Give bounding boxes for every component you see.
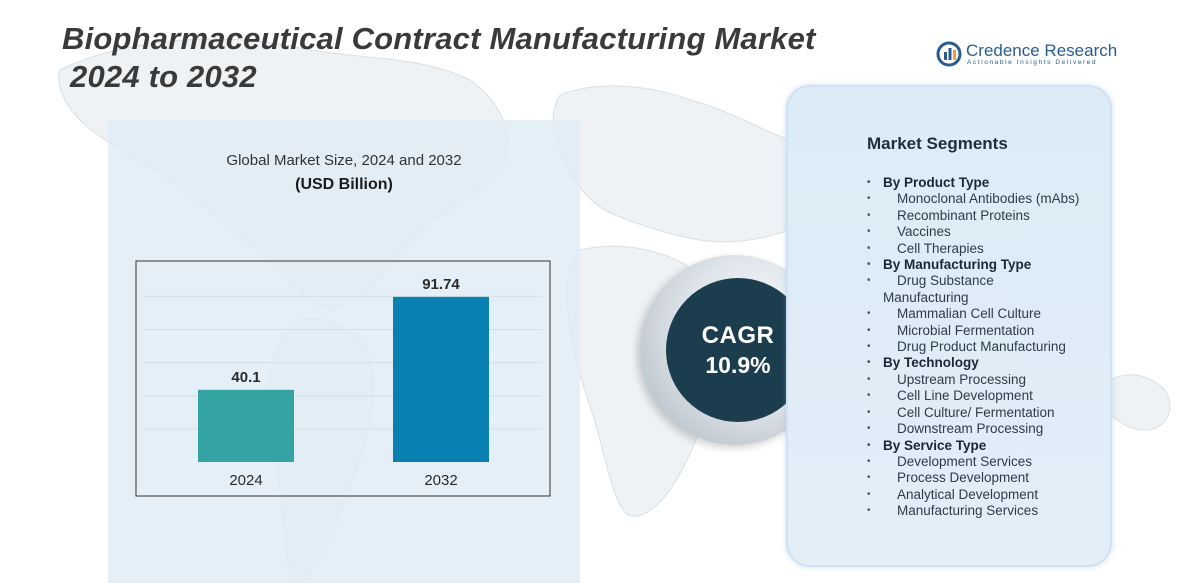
title-line-1: Biopharmaceutical Contract Manufacturing…	[62, 21, 816, 56]
title-line-2: 2024 to 2032	[70, 59, 257, 94]
segment-item: Monoclonal Antibodies (mAbs)	[867, 191, 1107, 208]
bar-2024	[198, 389, 294, 462]
segment-heading-technology: By Technology	[867, 355, 1107, 372]
x-tick-label-2032: 2032	[424, 472, 457, 489]
segment-item: Cell Therapies	[867, 241, 1107, 258]
segment-heading-service-type: By Service Type	[867, 438, 1107, 455]
segment-item-continuation: Manufacturing	[883, 289, 969, 305]
segment-item: Development Services	[867, 454, 1107, 471]
chart-bars: 40.1 2024 91.74 2032	[198, 276, 489, 489]
segment-item: Analytical Development	[867, 487, 1107, 504]
page-title: Biopharmaceutical Contract Manufacturing…	[62, 20, 816, 96]
chart-title: Global Market Size, 2024 and 2032	[226, 152, 462, 169]
segments-list: By Product Type Monoclonal Antibodies (m…	[867, 175, 1107, 520]
segment-heading-manufacturing-type: By Manufacturing Type	[867, 257, 1107, 274]
segment-item: Mammalian Cell Culture	[867, 306, 1107, 323]
x-tick-label-2024: 2024	[229, 472, 262, 489]
plot-frame	[135, 260, 551, 497]
chart-unit: (USD Billion)	[295, 176, 393, 193]
cagr-label: CAGR	[701, 322, 775, 349]
bar-2032	[393, 296, 489, 462]
segments-title: Market Segments	[867, 134, 1008, 153]
segment-item: Cell Culture/ Fermentation	[867, 405, 1107, 422]
segment-item: Drug Product Manufacturing	[867, 339, 1107, 356]
logo-name: Credence Research	[966, 41, 1118, 60]
segment-heading-product-type: By Product Type	[867, 175, 1107, 192]
logo-mark-icon	[936, 41, 962, 67]
segment-item: Process Development	[867, 470, 1107, 487]
segment-item: Drug Substance	[867, 273, 1107, 290]
segment-item: Cell Line Development	[867, 388, 1107, 405]
cagr-value: 10.9%	[705, 352, 771, 378]
chart-panel	[108, 120, 580, 583]
segment-item: Downstream Processing	[867, 421, 1107, 438]
segment-item: Vaccines	[867, 224, 1107, 241]
segment-item: Manufacturing Services	[867, 503, 1107, 520]
segment-item: Microbial Fermentation	[867, 323, 1107, 340]
bar-value-label-2024: 40.1	[231, 369, 260, 386]
segment-item: Recombinant Proteins	[867, 208, 1107, 225]
logo-tagline: Actionable Insights Delivered	[967, 59, 1098, 66]
credence-research-logo: Credence Research Actionable Insights De…	[936, 40, 1118, 70]
segment-item: Upstream Processing	[867, 372, 1107, 389]
bar-value-label-2032: 91.74	[422, 276, 460, 293]
